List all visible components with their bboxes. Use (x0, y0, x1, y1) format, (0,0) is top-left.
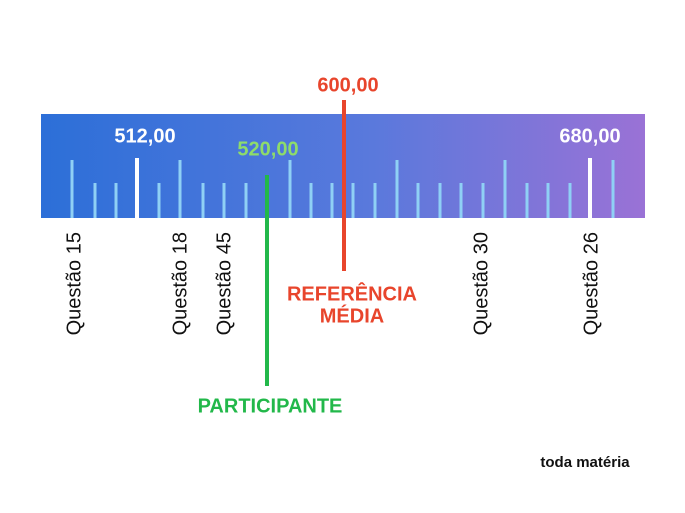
question-label: Questão 45 (213, 232, 235, 335)
marker-label: 512,00 (114, 125, 175, 147)
question-label: Questão 26 (580, 232, 602, 335)
brand: toda matéria (540, 454, 630, 471)
marker-label: 600,00 (317, 74, 378, 96)
reference-caption: MÉDIA (320, 304, 384, 327)
marker-label: 680,00 (559, 125, 620, 147)
participant-caption: PARTICIPANTE (198, 395, 343, 417)
question-label: Questão 18 (169, 232, 191, 335)
ticks (70, 160, 615, 218)
marker-label: 520,00 (237, 138, 298, 160)
question-label: Questão 30 (470, 232, 492, 335)
question-label: Questão 15 (63, 232, 85, 335)
reference-caption: REFERÊNCIA (287, 281, 417, 305)
